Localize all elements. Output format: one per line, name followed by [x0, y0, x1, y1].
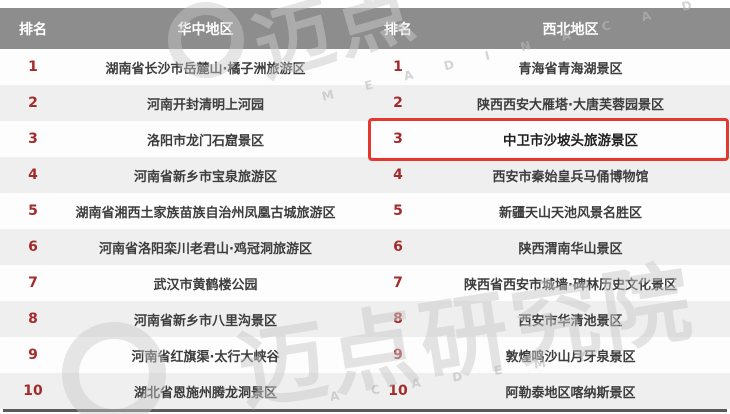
bottom-border: [3, 409, 727, 412]
rank-column-header: 排名: [384, 21, 412, 38]
table-row: 2 河南开封清明上河园: [0, 85, 365, 121]
attraction-name: 洛阳市龙门石窟景区: [146, 133, 264, 149]
rank-value: 2: [28, 95, 38, 111]
attraction-name: 西安市秦始皇兵马俑博物馆: [492, 169, 649, 185]
table-row: 7 武汉市黄鹤楼公园: [0, 265, 365, 301]
attraction-name: 武汉市黄鹤楼公园: [153, 277, 258, 293]
table-row: 2 陕西西安大雁塔·大唐芙蓉园景区: [365, 85, 730, 121]
rank-value: 10: [23, 383, 43, 399]
rank-value: 4: [393, 167, 403, 183]
attraction-name: 河南省洛阳栾川老君山·鸡冠洞旅游区: [99, 241, 312, 257]
table-row: 1 青海省青海湖景区: [365, 49, 730, 85]
attraction-name: 中卫市沙坡头旅游景区: [503, 133, 638, 149]
rank-value: 6: [28, 239, 38, 255]
rank-value: 5: [28, 203, 38, 219]
rank-value: 7: [28, 275, 38, 291]
attraction-name: 阿勒泰地区喀纳斯景区: [505, 385, 636, 401]
attraction-name: 西安市华清池景区: [518, 313, 623, 329]
table-row: 6 河南省洛阳栾川老君山·鸡冠洞旅游区: [0, 229, 365, 265]
attraction-name: 陕西省西安市城墙·碑林历史文化景区: [464, 277, 677, 293]
table-row: 8 河南省新乡市八里沟景区: [0, 301, 365, 337]
table-body: 1 湖南省长沙市岳麓山·橘子洲旅游区 2 河南开封清明上河园 3 洛阳市龙门石窟…: [0, 49, 365, 409]
attraction-name: 湖南省长沙市岳麓山·橘子洲旅游区: [105, 61, 306, 77]
table-row: 5 新疆天山天池风景名胜区: [365, 193, 730, 229]
rank-value: 2: [393, 95, 403, 111]
rank-value: 4: [28, 167, 38, 183]
table-row: 6 陕西渭南华山景区: [365, 229, 730, 265]
attraction-name: 陕西西安大雁塔·大唐芙蓉园景区: [477, 97, 664, 113]
rank-value: 1: [28, 59, 38, 75]
table-header: 排名 华中地区: [0, 8, 365, 49]
table-row: 4 西安市秦始皇兵马俑博物馆: [365, 157, 730, 193]
rank-value: 9: [393, 347, 403, 363]
attraction-name: 敦煌鸣沙山月牙泉景区: [505, 349, 636, 365]
attraction-name: 河南省红旗渠·太行大峡谷: [131, 349, 280, 365]
table-row-highlighted: 3 中卫市沙坡头旅游景区: [365, 118, 730, 161]
table-row: 9 河南省红旗渠·太行大峡谷: [0, 337, 365, 373]
rank-value: 6: [393, 239, 403, 255]
rank-value: 1: [393, 59, 403, 75]
rank-column-header: 排名: [19, 21, 47, 38]
attraction-name: 湖南省湘西土家族苗族自治州凤凰古城旅游区: [75, 205, 336, 221]
region-column-header: 西北地区: [542, 21, 599, 38]
region-column-header: 华中地区: [177, 21, 234, 38]
table-row: 10 阿勒泰地区喀纳斯景区: [365, 373, 730, 409]
table-row: 9 敦煌鸣沙山月牙泉景区: [365, 337, 730, 373]
attraction-name: 河南省新乡市八里沟景区: [133, 313, 277, 329]
attraction-name: 新疆天山天池风景名胜区: [498, 205, 642, 221]
attraction-name: 湖北省恩施州腾龙洞景区: [133, 385, 277, 401]
table-row: 4 河南省新乡市宝泉旅游区: [0, 157, 365, 193]
attraction-name: 河南开封清明上河园: [146, 97, 264, 113]
table-row: 5 湖南省湘西土家族苗族自治州凤凰古城旅游区: [0, 193, 365, 229]
table-row: 1 湖南省长沙市岳麓山·橘子洲旅游区: [0, 49, 365, 85]
rank-value: 8: [393, 311, 403, 327]
rank-value: 3: [28, 131, 38, 147]
rank-value: 7: [393, 275, 403, 291]
table-row: 7 陕西省西安市城墙·碑林历史文化景区: [365, 265, 730, 301]
rank-value: 5: [393, 203, 403, 219]
region-table-huazhong: 排名 华中地区 1 湖南省长沙市岳麓山·橘子洲旅游区 2 河南开封清明上河园 3…: [0, 8, 365, 409]
table-header: 排名 西北地区: [365, 8, 730, 49]
attraction-name: 河南省新乡市宝泉旅游区: [133, 169, 277, 185]
rank-value: 3: [393, 131, 403, 147]
attraction-name: 青海省青海湖景区: [518, 61, 623, 77]
rank-value: 9: [28, 347, 38, 363]
table-body: 1 青海省青海湖景区 2 陕西西安大雁塔·大唐芙蓉园景区 3 中卫市沙坡头旅游景…: [365, 49, 730, 409]
rank-value: 8: [28, 311, 38, 327]
table-row: 8 西安市华清池景区: [365, 301, 730, 337]
attraction-name: 陕西渭南华山景区: [518, 241, 623, 257]
table-row: 3 洛阳市龙门石窟景区: [0, 121, 365, 157]
ranking-tables: 排名 华中地区 1 湖南省长沙市岳麓山·橘子洲旅游区 2 河南开封清明上河园 3…: [0, 8, 730, 409]
region-table-xibei: 排名 西北地区 1 青海省青海湖景区 2 陕西西安大雁塔·大唐芙蓉园景区 3 中…: [365, 8, 730, 409]
rank-value: 10: [388, 383, 408, 399]
table-row: 10 湖北省恩施州腾龙洞景区: [0, 373, 365, 409]
